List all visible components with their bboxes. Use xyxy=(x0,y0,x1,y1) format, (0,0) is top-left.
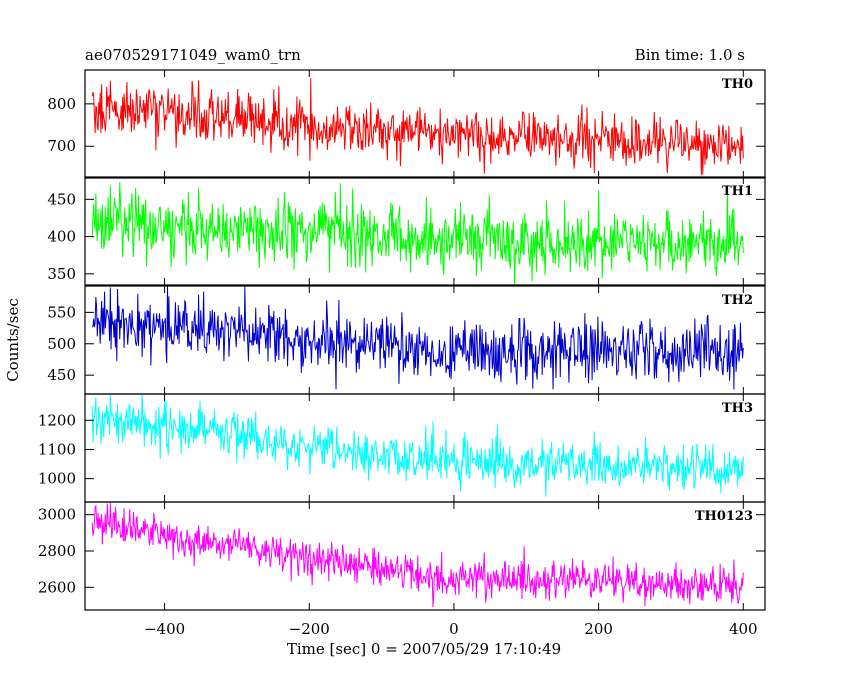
panel-label: TH0123 xyxy=(695,509,753,524)
chart-title: ae070529171049_wam0_trn xyxy=(85,46,301,64)
y-tick-label: 1000 xyxy=(38,470,76,488)
y-tick-label: 550 xyxy=(47,303,76,321)
x-tick-label: −400 xyxy=(144,620,185,638)
panel-th2: 450 500 550 TH2 xyxy=(47,285,766,395)
series-line-th3 xyxy=(91,394,744,497)
panel-th1: 350 400 450 TH1 xyxy=(47,176,766,286)
panels-group: 700 800 TH0 350 400 450 TH1 450 500 550 TH2 1000 110… xyxy=(38,69,766,638)
y-tick-label: 800 xyxy=(47,95,76,113)
x-tick-label: −200 xyxy=(289,620,330,638)
y-tick-label: 350 xyxy=(47,265,76,283)
y-tick-label: 3000 xyxy=(38,506,76,524)
y-tick-label: 500 xyxy=(47,335,76,353)
panel-th0123: 2600 2800 3000 TH0123 xyxy=(38,501,766,611)
panel-frame xyxy=(84,501,766,611)
series-line-th2 xyxy=(91,286,744,390)
series-line-th0123 xyxy=(91,503,744,608)
y-axis-title: Counts/sec xyxy=(4,298,22,382)
series-line-th0 xyxy=(91,77,744,176)
series-line-th1 xyxy=(91,181,744,285)
panel-label: TH1 xyxy=(722,184,753,199)
y-tick-label: 2600 xyxy=(38,578,76,596)
panel-th0: 700 800 TH0 xyxy=(47,69,766,179)
panel-frame xyxy=(84,69,766,179)
y-tick-label: 400 xyxy=(47,228,76,246)
y-tick-label: 1100 xyxy=(38,440,76,458)
y-tick-label: 1200 xyxy=(38,411,76,429)
x-tick-label: 0 xyxy=(449,620,459,638)
panel-label: TH0 xyxy=(722,77,753,92)
y-tick-label: 2800 xyxy=(38,542,76,560)
panel-frame xyxy=(84,176,766,286)
y-tick-label: 700 xyxy=(47,137,76,155)
x-tick-label: 200 xyxy=(584,620,613,638)
x-tick-label: 400 xyxy=(729,620,758,638)
panel-th3: 1000 1100 1200 TH3 xyxy=(38,393,766,503)
panel-label: TH3 xyxy=(722,401,753,416)
y-tick-label: 450 xyxy=(47,366,76,384)
y-tick-label: 450 xyxy=(47,190,76,208)
panel-label: TH2 xyxy=(722,293,753,308)
x-axis-title: Time [sec] 0 = 2007/05/29 17:10:49 xyxy=(287,640,561,658)
bin-time-label: Bin time: 1.0 s xyxy=(635,46,745,64)
